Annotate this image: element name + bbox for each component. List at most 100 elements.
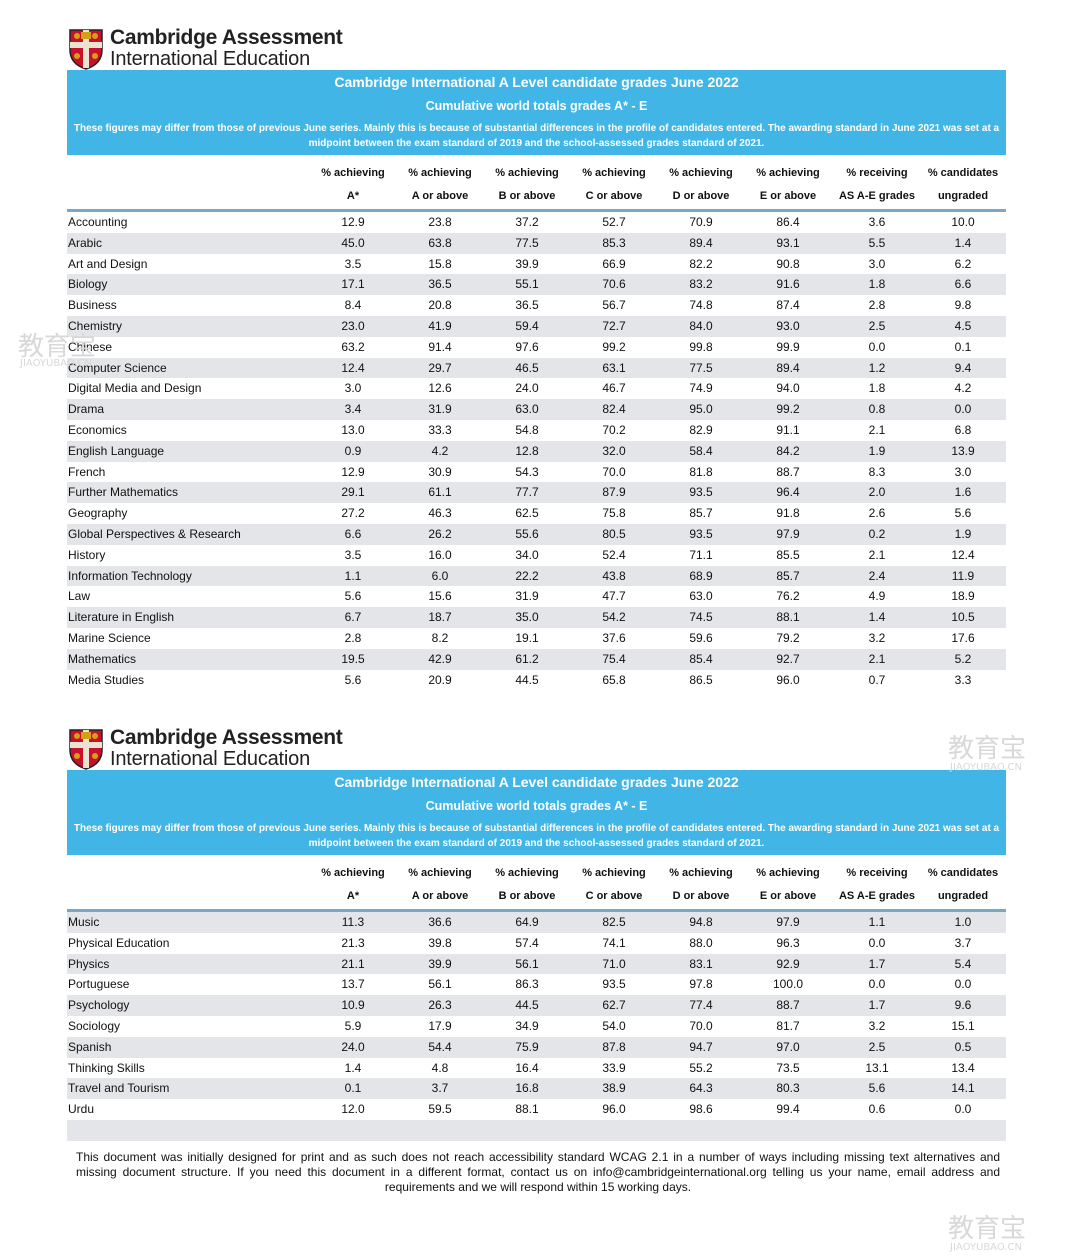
value: 87.9: [602, 485, 626, 500]
value: 55.2: [689, 1060, 713, 1075]
value: 64.9: [515, 915, 539, 929]
header-line1: % achieving: [669, 867, 733, 879]
value: 1.9: [954, 527, 972, 541]
header-line1: % candidates: [927, 867, 999, 879]
value: 18.7: [428, 610, 452, 625]
value: 93.5: [689, 527, 713, 541]
value: 2.4: [868, 568, 886, 583]
value: 10.0: [951, 215, 975, 229]
value: 1.7: [868, 956, 886, 971]
header-line1: % achieving: [582, 167, 646, 179]
value: 92.9: [776, 956, 800, 971]
value: 23.0: [341, 319, 365, 333]
value: 16.0: [428, 547, 452, 562]
value: 14.1: [951, 1081, 975, 1096]
value: 39.9: [428, 956, 452, 971]
value: 84.0: [689, 319, 713, 333]
value: 4.5: [954, 319, 972, 333]
value: 62.5: [515, 506, 539, 521]
value: 83.2: [689, 277, 713, 292]
logo-line1: Cambridge Assessment: [110, 726, 343, 749]
value: 6.2: [954, 256, 972, 271]
row-shade: [67, 440, 1006, 462]
value: 22.2: [515, 568, 539, 583]
value: 64.3: [689, 1081, 713, 1096]
value: 91.8: [776, 506, 800, 521]
value: 55.1: [515, 277, 539, 292]
header-line2: D or above: [672, 890, 730, 902]
value: 13.0: [341, 423, 365, 437]
value: 70.0: [689, 1019, 713, 1033]
header-line1: % achieving: [408, 167, 472, 179]
logo-line1: Cambridge Assessment: [110, 26, 343, 49]
subject: Literature in English: [68, 610, 175, 625]
value: 1.7: [868, 998, 886, 1013]
value: 17.1: [341, 277, 365, 292]
value: 34.0: [515, 547, 539, 562]
value: 18.9: [951, 589, 975, 604]
value: 63.0: [689, 589, 713, 604]
value: 85.7: [689, 506, 713, 521]
value: 66.9: [602, 256, 626, 271]
row-shade: [67, 357, 1006, 379]
row-shade: [67, 482, 1006, 504]
value: 26.3: [428, 998, 452, 1013]
value: 94.0: [776, 381, 800, 396]
value: 46.7: [602, 381, 626, 396]
value: 80.5: [602, 527, 626, 541]
value: 62.7: [602, 998, 626, 1013]
value: 85.7: [776, 568, 800, 583]
header-line1: % receiving: [846, 867, 908, 879]
header-line2: AS A-E grades: [838, 190, 915, 202]
value: 58.4: [689, 443, 713, 458]
header-line2: B or above: [498, 190, 556, 202]
value: 52.4: [602, 547, 626, 562]
value: 9.8: [954, 298, 972, 313]
value: 63.8: [428, 235, 452, 250]
value: 1.4: [868, 610, 886, 625]
value: 8.3: [868, 464, 886, 479]
subject: Information Technology: [68, 568, 192, 583]
subject: Media Studies: [68, 672, 145, 687]
value: 1.6: [954, 485, 972, 500]
value: 99.9: [776, 339, 800, 354]
value: 92.7: [776, 651, 800, 666]
value: 9.6: [954, 998, 972, 1013]
value: 93.5: [602, 977, 626, 992]
value: 5.6: [954, 506, 972, 521]
subject: Physics: [68, 956, 110, 971]
subject: Marine Science: [68, 631, 151, 645]
value: 74.5: [689, 610, 713, 625]
value: 24.0: [515, 381, 539, 396]
watermark-site: JIAOYUBAO.CN: [950, 1242, 1022, 1253]
value: 88.7: [776, 998, 800, 1013]
value: 0.0: [868, 977, 886, 992]
value: 96.0: [602, 1102, 626, 1117]
value: 1.0: [954, 915, 972, 929]
value: 8.2: [431, 631, 449, 645]
value: 0.8: [868, 402, 886, 417]
watermark-brand: 教育宝: [18, 332, 97, 362]
value: 82.5: [602, 915, 626, 929]
value: 0.5: [954, 1039, 972, 1054]
value: 43.8: [602, 568, 626, 583]
value: 59.5: [428, 1102, 452, 1117]
header-line2: A*: [346, 890, 360, 902]
value: 54.8: [515, 423, 539, 437]
value: 16.8: [515, 1081, 539, 1096]
value: 85.4: [689, 651, 713, 666]
value: 97.9: [776, 527, 800, 541]
value: 15.6: [428, 589, 452, 604]
value: 6.8: [954, 423, 972, 437]
value: 13.7: [341, 977, 365, 992]
watermark-brand: 教育宝: [948, 1214, 1027, 1244]
header-line1: % achieving: [321, 867, 385, 879]
value: 93.1: [776, 235, 800, 250]
value: 36.5: [428, 277, 452, 292]
value: 56.1: [428, 977, 452, 992]
value: 97.6: [515, 339, 539, 354]
value: 2.5: [868, 1039, 886, 1054]
value: 33.3: [428, 423, 452, 437]
value: 0.0: [954, 402, 972, 417]
value: 1.2: [868, 360, 886, 375]
